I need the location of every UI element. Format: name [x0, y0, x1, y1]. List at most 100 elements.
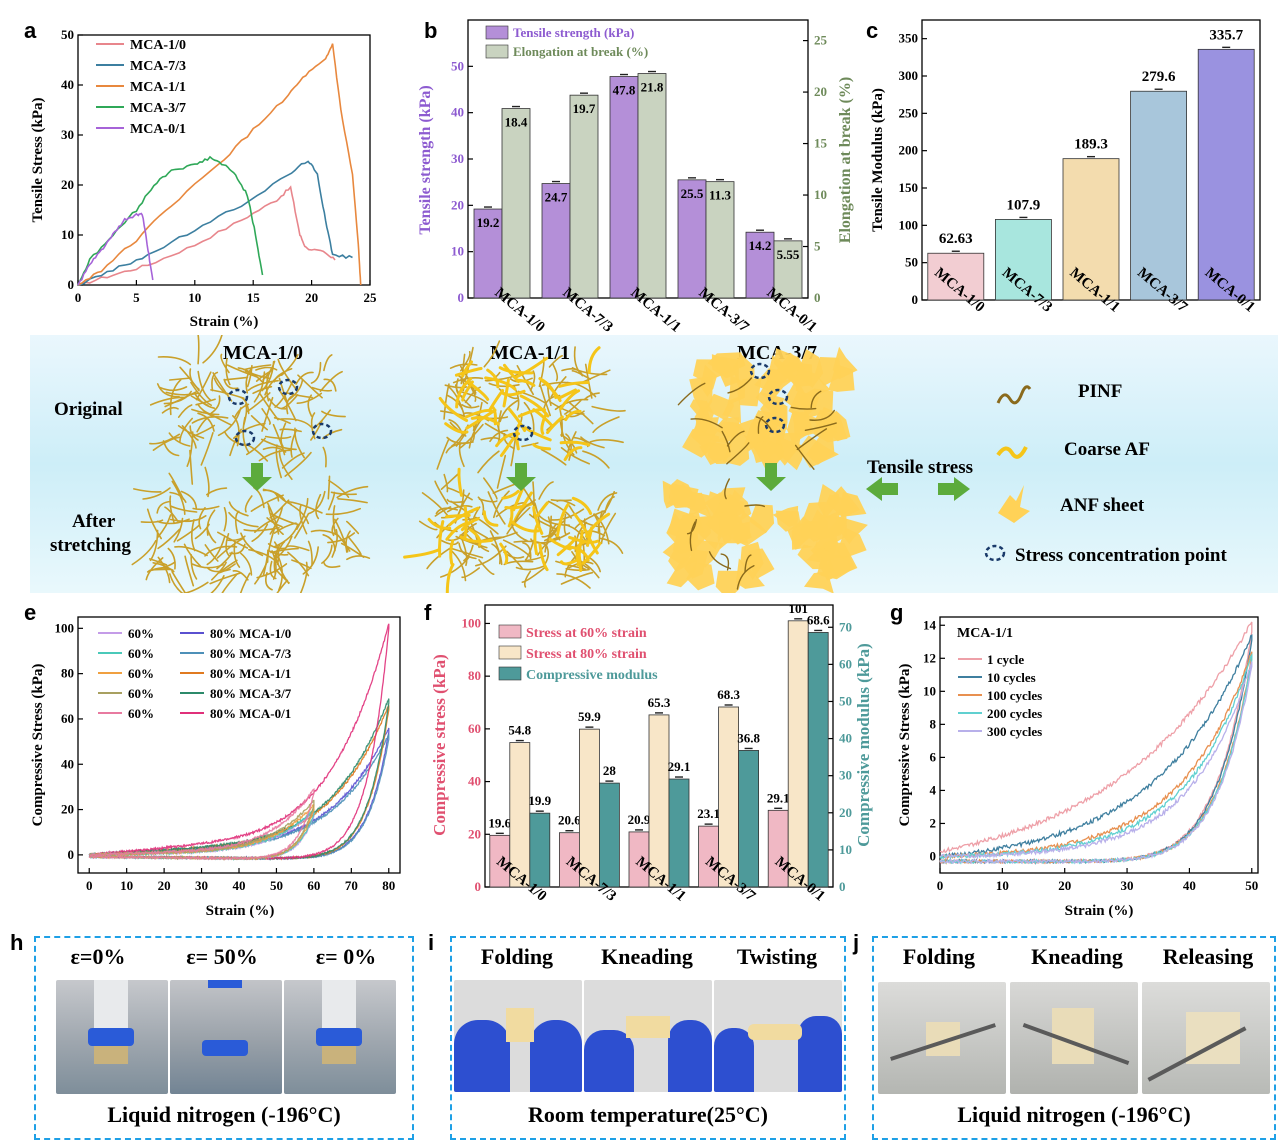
pinf-fiber	[346, 555, 371, 561]
y-tick-label: 20	[814, 84, 827, 99]
pinf-fiber	[204, 466, 210, 498]
y-tick-label: 5	[814, 239, 821, 254]
pinf-fiber	[565, 568, 590, 572]
y-tick-label: 0	[839, 879, 846, 894]
panel-letter-b: b	[424, 18, 438, 43]
anf-sheet-shape	[693, 359, 726, 383]
pinf-fiber	[804, 422, 837, 431]
data-label: 36.8	[737, 730, 760, 745]
y-tick-label: 40	[839, 731, 852, 746]
pinf-fiber	[223, 378, 239, 390]
pinf-fiber	[258, 449, 292, 462]
bar-tensile-modulus	[994, 219, 1052, 301]
pinf-fiber	[434, 480, 449, 505]
pinf-fiber	[540, 448, 567, 466]
pinf-fiber	[556, 573, 591, 589]
pinf-fiber	[319, 370, 343, 393]
photo-j-title-3: Releasing	[1162, 944, 1254, 969]
pinf-fiber	[157, 528, 181, 550]
y-tick-label: 2	[930, 815, 937, 830]
y-tick-label: 12	[923, 650, 936, 665]
data-label: 19.7	[573, 101, 596, 116]
coarse-af-fiber	[486, 368, 500, 389]
panel-letter-j: j	[853, 930, 860, 955]
anf-sheet-shape	[775, 510, 801, 532]
chart-a: 0 10 20 30 40 50 0 5 10 15 20 25 Tensile Stress (kPa…	[30, 27, 377, 330]
pinf-fiber	[250, 415, 268, 431]
pinf-fiber	[332, 505, 336, 534]
data-label: 54.8	[508, 723, 531, 738]
pinf-fiber	[244, 370, 270, 379]
pinf-fiber	[277, 556, 284, 591]
coarse-af-fiber	[563, 446, 583, 462]
pinf-fiber	[488, 382, 520, 388]
axis-label: Elongation at break (%)	[837, 77, 854, 243]
coarse-af-fiber	[499, 542, 509, 565]
pinf-fiber	[289, 503, 310, 525]
data-label: 62.63	[939, 231, 973, 247]
pinf-fiber	[196, 417, 208, 433]
pinf-fiber	[274, 381, 293, 408]
pinf-fiber	[246, 364, 253, 388]
y-tick-label: 350	[899, 31, 919, 46]
x-tick-label: 50	[270, 878, 283, 893]
data-label: 23.1	[697, 806, 720, 821]
pinf-fiber	[547, 532, 571, 543]
panel-letter-a: a	[24, 18, 37, 43]
pinf-fiber	[294, 513, 309, 539]
legend-label: MCA-3/7	[130, 101, 186, 116]
bar-compressive-modulus	[807, 632, 829, 888]
series-line-mca-0/1	[77, 212, 154, 286]
pinf-fiber	[133, 488, 162, 493]
pinf-fiber	[274, 523, 299, 548]
data-label: 47.8	[613, 83, 636, 98]
pinf-fiber	[152, 436, 182, 451]
anf-sheet-shape	[832, 346, 858, 380]
coarse-af-fiber	[454, 367, 483, 377]
pinf-fiber	[274, 568, 290, 584]
data-label: 59.9	[578, 709, 601, 724]
y-tick-label: 10	[923, 683, 936, 698]
pinf-fiber	[255, 366, 278, 371]
stress-point-marker	[764, 416, 786, 434]
pinf-fiber	[179, 366, 200, 392]
y-tick-label: 30	[451, 151, 464, 166]
pinf-fiber	[334, 518, 348, 553]
pinf-fiber	[521, 442, 539, 448]
coarse-af-fiber	[556, 537, 577, 557]
anf-sheet-shape	[699, 436, 731, 465]
pinf-fiber	[239, 396, 250, 415]
pinf-fiber	[251, 523, 269, 542]
pinf-fiber	[206, 536, 226, 566]
photo-i-title-2: Kneading	[601, 944, 693, 969]
photo-j-3	[1142, 982, 1270, 1094]
pinf-fiber	[552, 363, 559, 382]
y-tick-label: 10	[814, 187, 827, 202]
pinf-fiber	[483, 477, 498, 500]
legend-label: 60%	[128, 706, 154, 721]
pinf-fiber	[323, 378, 337, 392]
pinf-fiber	[483, 340, 501, 368]
plot-frame	[939, 616, 1259, 874]
pinf-fiber	[307, 540, 313, 566]
pinf-fiber	[162, 440, 180, 457]
pinf-fiber	[261, 396, 274, 432]
series-line-mca-1/1	[77, 43, 362, 286]
pinf-fiber	[169, 491, 187, 503]
pinf-fiber	[210, 395, 221, 415]
y-tick-label: 100	[55, 620, 75, 635]
coarse-af-fiber	[533, 522, 540, 556]
anf-sheet-shape	[820, 555, 856, 580]
pinf-fiber	[156, 514, 172, 539]
pinf-fiber	[327, 475, 331, 500]
coarse-af-fiber	[445, 563, 455, 593]
pinf-fiber	[299, 504, 308, 535]
coarse-af-fiber	[438, 520, 445, 558]
pinf-fiber	[191, 519, 196, 552]
pinf-fiber	[418, 520, 438, 531]
x-tick-label: 30	[1121, 878, 1134, 893]
pinf-fiber	[287, 501, 323, 514]
pinf-fiber	[310, 361, 322, 384]
pinf-fiber	[460, 353, 466, 385]
legend-label: MCA-1/0	[130, 38, 186, 53]
